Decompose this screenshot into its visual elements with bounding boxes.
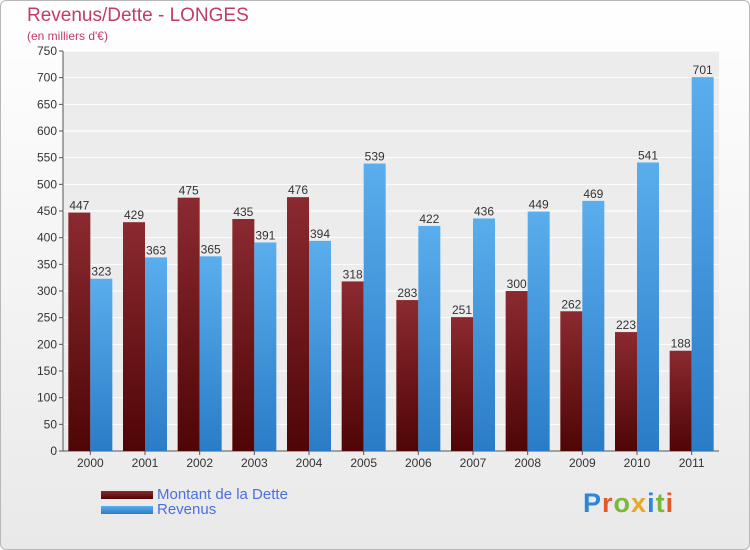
- bar-revenus: [145, 257, 167, 451]
- x-tick-label: 2007: [460, 456, 487, 470]
- data-label: 394: [310, 227, 330, 241]
- bar-dette: [396, 300, 419, 451]
- proxiti-logo: Proxiti: [583, 488, 674, 519]
- y-tick-label: 400: [37, 231, 57, 245]
- y-tick-label: 350: [37, 257, 57, 271]
- x-tick-label: 2004: [296, 456, 323, 470]
- data-label: 323: [91, 265, 111, 279]
- y-tick-label: 450: [37, 204, 57, 218]
- y-tick-label: 200: [37, 337, 57, 351]
- x-tick-label: 2006: [405, 456, 432, 470]
- x-tick-label: 2011: [679, 456, 705, 470]
- x-tick-label: 2005: [350, 456, 377, 470]
- y-tick-label: 500: [37, 177, 57, 191]
- data-label: 391: [255, 228, 275, 242]
- bar-dette: [560, 311, 583, 451]
- bar-revenus: [637, 162, 659, 451]
- legend-label-revenus: Revenus: [157, 501, 217, 518]
- bar-dette: [505, 291, 528, 451]
- bar-dette: [669, 350, 692, 451]
- data-label: 365: [201, 242, 221, 256]
- logo-letter: t: [655, 488, 666, 518]
- data-label: 435: [233, 205, 253, 219]
- data-label: 539: [365, 150, 385, 164]
- logo-letter: P: [583, 488, 603, 518]
- data-label: 449: [529, 198, 549, 212]
- bar-dette: [232, 219, 255, 451]
- data-label: 469: [583, 187, 603, 201]
- legend-swatch-dette: [101, 490, 153, 499]
- logo-letter: r: [602, 488, 614, 518]
- bar-revenus: [527, 211, 550, 451]
- data-label: 251: [452, 303, 472, 317]
- logo-letter: x: [631, 488, 648, 518]
- x-tick-label: 2010: [624, 456, 651, 470]
- y-tick-label: 600: [37, 124, 57, 138]
- y-tick-label: 0: [50, 444, 57, 458]
- data-label: 363: [146, 243, 166, 257]
- chart-subtitle: (en milliers d'€): [27, 29, 108, 43]
- bar-dette: [68, 212, 91, 451]
- y-tick-label: 250: [37, 311, 57, 325]
- y-tick-label: 650: [37, 97, 57, 111]
- bar-revenus: [363, 163, 386, 452]
- data-label: 541: [638, 148, 658, 162]
- y-tick-label: 750: [37, 44, 57, 58]
- x-tick-label: 2008: [514, 456, 541, 470]
- bar-dette: [287, 197, 309, 451]
- y-tick-label: 50: [44, 417, 58, 431]
- data-label: 436: [474, 204, 494, 218]
- legend-label-dette: Montant de la Dette: [157, 486, 288, 503]
- chart-title: Revenus/Dette - LONGES: [27, 5, 249, 26]
- data-label: 422: [419, 212, 439, 226]
- plot-area: [63, 51, 719, 451]
- logo-letter: i: [647, 488, 656, 518]
- x-tick-label: 2001: [132, 456, 159, 470]
- legend-item-dette: Montant de la Dette: [101, 486, 288, 503]
- bar-revenus: [691, 77, 714, 451]
- data-label: 223: [616, 318, 636, 332]
- logo-letter: i: [665, 488, 675, 518]
- bar-revenus: [90, 278, 113, 451]
- logo-letter: o: [613, 488, 632, 518]
- bar-revenus: [254, 242, 277, 451]
- bar-dette: [177, 197, 200, 451]
- data-label: 300: [507, 277, 527, 291]
- y-tick-label: 100: [37, 391, 57, 405]
- legend-item-revenus: Revenus: [101, 501, 288, 518]
- data-label: 447: [69, 199, 89, 213]
- bar-revenus: [309, 240, 331, 451]
- bar-dette: [451, 317, 473, 451]
- y-tick-label: 150: [37, 364, 57, 378]
- data-label: 283: [397, 286, 417, 300]
- x-tick-label: 2002: [186, 456, 213, 470]
- data-label: 701: [693, 63, 713, 77]
- bar-revenus: [418, 225, 441, 451]
- data-label: 188: [671, 337, 691, 351]
- bar-revenus: [473, 218, 495, 451]
- x-tick-label: 2009: [569, 456, 596, 470]
- y-tick-label: 300: [37, 284, 57, 298]
- data-label: 318: [343, 267, 363, 281]
- bar-revenus: [582, 200, 605, 451]
- data-label: 262: [561, 297, 581, 311]
- legend: Montant de la Dette Revenus: [101, 486, 288, 518]
- bar-dette: [615, 332, 637, 451]
- bar-dette: [341, 281, 364, 451]
- bar-dette: [123, 222, 145, 451]
- x-tick-label: 2000: [77, 456, 104, 470]
- data-label: 475: [179, 184, 199, 198]
- x-tick-label: 2003: [241, 456, 268, 470]
- y-tick-label: 550: [37, 151, 57, 165]
- y-tick-label: 700: [37, 71, 57, 85]
- legend-swatch-revenus: [101, 505, 153, 514]
- data-label: 476: [288, 183, 308, 197]
- data-label: 429: [124, 208, 144, 222]
- bar-revenus: [199, 256, 222, 451]
